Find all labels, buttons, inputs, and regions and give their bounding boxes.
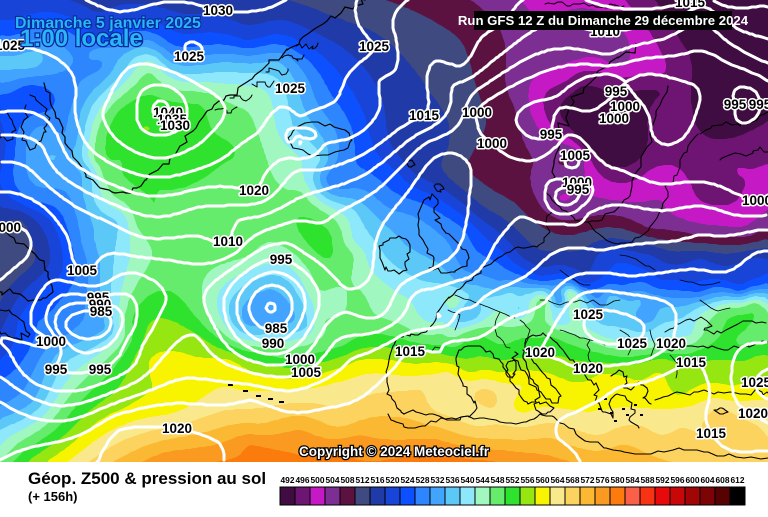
svg-text:608: 608 bbox=[716, 475, 730, 485]
svg-text:544: 544 bbox=[476, 475, 490, 485]
svg-text:985: 985 bbox=[265, 321, 288, 336]
svg-text:604: 604 bbox=[701, 475, 715, 485]
svg-text:1020: 1020 bbox=[573, 361, 603, 376]
svg-text:1015: 1015 bbox=[676, 355, 707, 370]
svg-text:1000: 1000 bbox=[477, 136, 507, 151]
svg-text:572: 572 bbox=[581, 475, 595, 485]
svg-text:1005: 1005 bbox=[291, 365, 322, 380]
svg-text:1030: 1030 bbox=[203, 3, 233, 18]
svg-text:1020: 1020 bbox=[738, 406, 768, 421]
svg-text:1025: 1025 bbox=[359, 39, 390, 54]
svg-text:Copyright © 2024 Meteociel.fr: Copyright © 2024 Meteociel.fr bbox=[299, 444, 490, 459]
svg-text:576: 576 bbox=[596, 475, 610, 485]
svg-text:496: 496 bbox=[296, 475, 310, 485]
svg-text:508: 508 bbox=[341, 475, 355, 485]
svg-text:612: 612 bbox=[731, 475, 745, 485]
svg-text:600: 600 bbox=[686, 475, 700, 485]
svg-text:985: 985 bbox=[90, 304, 113, 319]
svg-text:1015: 1015 bbox=[395, 344, 426, 359]
svg-text:1025: 1025 bbox=[617, 336, 648, 351]
svg-text:536: 536 bbox=[446, 475, 460, 485]
svg-text:492: 492 bbox=[281, 475, 295, 485]
svg-text:516: 516 bbox=[371, 475, 385, 485]
svg-text:540: 540 bbox=[461, 475, 475, 485]
svg-text:995: 995 bbox=[45, 362, 68, 377]
svg-text:995: 995 bbox=[724, 97, 747, 112]
svg-text:1025: 1025 bbox=[0, 38, 26, 53]
svg-text:1000: 1000 bbox=[462, 105, 492, 120]
svg-text:1015: 1015 bbox=[696, 426, 727, 441]
svg-text:995: 995 bbox=[605, 84, 628, 99]
svg-text:1035: 1035 bbox=[157, 112, 188, 127]
svg-text:1000: 1000 bbox=[742, 193, 768, 208]
svg-text:1000: 1000 bbox=[36, 334, 66, 349]
svg-text:1020: 1020 bbox=[656, 336, 686, 351]
svg-text:1025: 1025 bbox=[174, 49, 205, 64]
svg-text:596: 596 bbox=[671, 475, 685, 485]
svg-text:1015: 1015 bbox=[409, 108, 440, 123]
svg-text:995: 995 bbox=[270, 252, 293, 267]
svg-text:1025: 1025 bbox=[573, 307, 604, 322]
svg-text:532: 532 bbox=[431, 475, 445, 485]
svg-text:1005: 1005 bbox=[67, 263, 98, 278]
svg-text:552: 552 bbox=[506, 475, 520, 485]
svg-text:548: 548 bbox=[491, 475, 505, 485]
svg-text:1000: 1000 bbox=[562, 175, 592, 190]
svg-text:Géop. Z500 & pression au sol: Géop. Z500 & pression au sol bbox=[28, 469, 266, 488]
svg-text:995: 995 bbox=[567, 182, 590, 197]
svg-text:995: 995 bbox=[87, 290, 110, 305]
svg-text:Run GFS 12 Z du Dimanche 29 dé: Run GFS 12 Z du Dimanche 29 décembre 202… bbox=[458, 13, 749, 28]
svg-text:990: 990 bbox=[262, 336, 285, 351]
svg-text:1025: 1025 bbox=[741, 375, 768, 390]
svg-text:584: 584 bbox=[626, 475, 640, 485]
svg-text:588: 588 bbox=[641, 475, 655, 485]
svg-text:(+ 156h): (+ 156h) bbox=[28, 489, 78, 504]
svg-text:504: 504 bbox=[326, 475, 340, 485]
svg-text:560: 560 bbox=[536, 475, 550, 485]
svg-text:512: 512 bbox=[356, 475, 370, 485]
svg-text:1030: 1030 bbox=[160, 118, 190, 133]
svg-text:1000: 1000 bbox=[285, 352, 315, 367]
svg-text:520: 520 bbox=[386, 475, 400, 485]
svg-text:568: 568 bbox=[566, 475, 580, 485]
svg-text:1000: 1000 bbox=[610, 99, 640, 114]
svg-text:1020: 1020 bbox=[239, 183, 269, 198]
svg-text:1000: 1000 bbox=[0, 220, 21, 235]
svg-text:1020: 1020 bbox=[162, 421, 192, 436]
svg-text:1000: 1000 bbox=[599, 111, 629, 126]
svg-text:1:00 locale: 1:00 locale bbox=[20, 25, 143, 52]
svg-text:990: 990 bbox=[89, 297, 112, 312]
svg-text:564: 564 bbox=[551, 475, 565, 485]
svg-text:1040: 1040 bbox=[153, 105, 183, 120]
svg-text:995: 995 bbox=[749, 97, 768, 112]
svg-text:995: 995 bbox=[540, 127, 563, 142]
svg-text:580: 580 bbox=[611, 475, 625, 485]
svg-text:524: 524 bbox=[401, 475, 415, 485]
svg-text:556: 556 bbox=[521, 475, 535, 485]
svg-text:1025: 1025 bbox=[275, 81, 306, 96]
svg-text:528: 528 bbox=[416, 475, 430, 485]
svg-text:500: 500 bbox=[311, 475, 325, 485]
svg-text:592: 592 bbox=[656, 475, 670, 485]
svg-text:1020: 1020 bbox=[525, 345, 555, 360]
svg-text:1010: 1010 bbox=[213, 234, 243, 249]
svg-text:1015: 1015 bbox=[675, 0, 706, 10]
svg-text:Dimanche 5 janvier 2025: Dimanche 5 janvier 2025 bbox=[15, 15, 201, 32]
svg-text:995: 995 bbox=[89, 362, 112, 377]
svg-text:1005: 1005 bbox=[560, 148, 591, 163]
